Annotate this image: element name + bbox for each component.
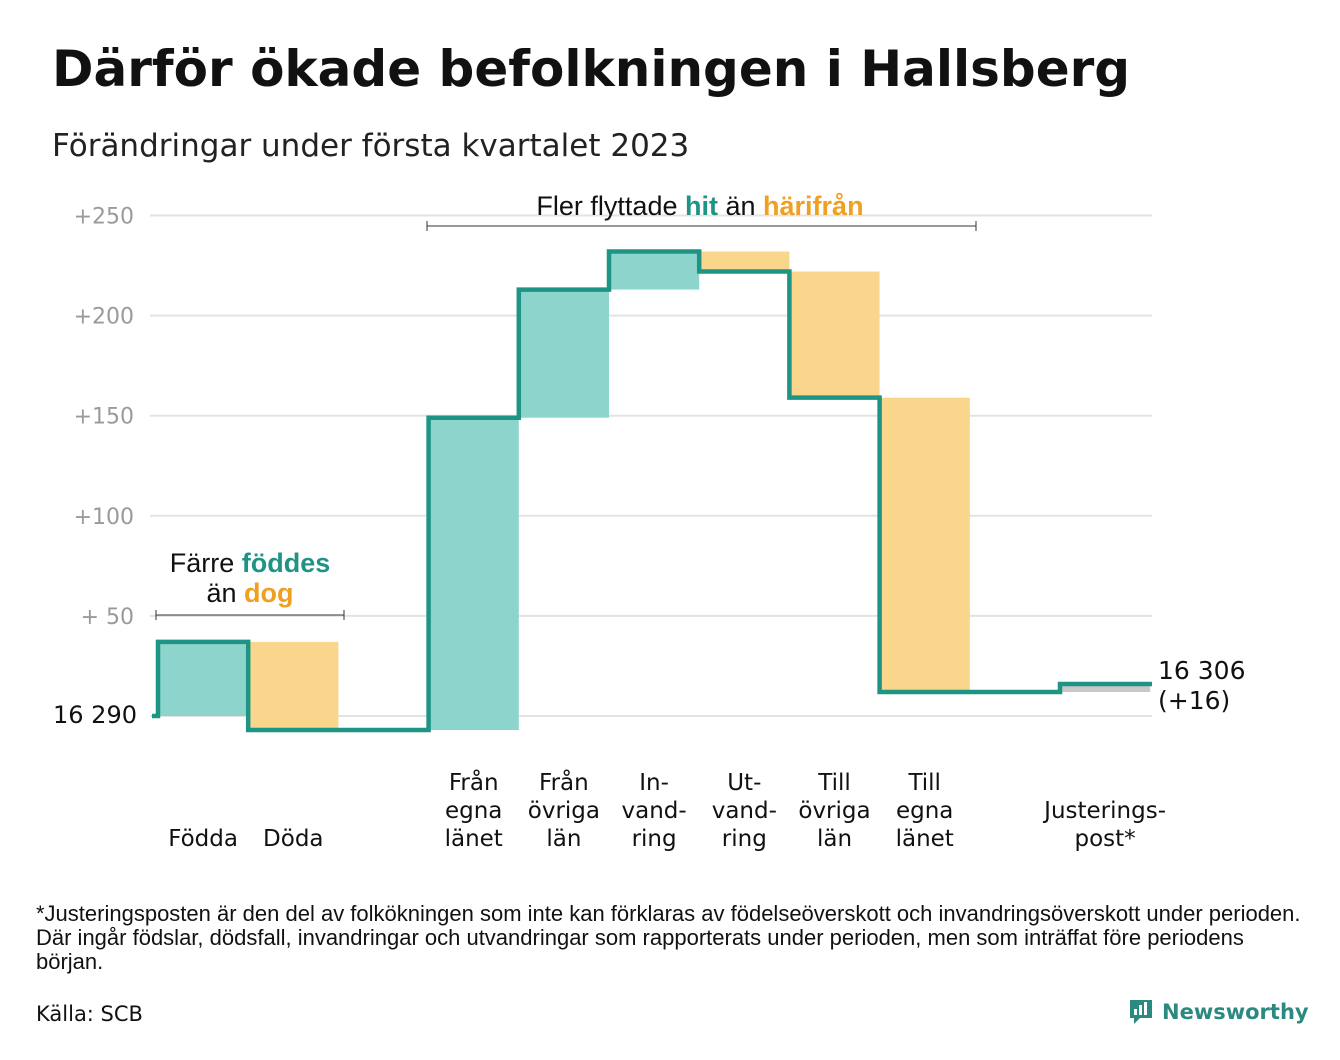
annotation-text: än (718, 191, 763, 221)
annotation-highlight-died: dog (244, 578, 293, 608)
end-value-label: 16 306 (1158, 656, 1245, 685)
category-label: Justerings- (1042, 798, 1166, 824)
bar (879, 397, 970, 692)
bar (789, 271, 880, 398)
annotation-highlight-born: föddes (242, 548, 331, 578)
bar (699, 251, 790, 272)
y-tick-label: +250 (74, 205, 134, 230)
bar (158, 641, 249, 716)
bar (428, 417, 519, 731)
end-change-label: (+16) (1158, 686, 1230, 715)
bar (248, 641, 339, 731)
category-label: län (817, 826, 852, 852)
category-label: post* (1075, 826, 1136, 852)
annotation-text: än (206, 578, 244, 608)
category-label: Ut- (727, 770, 761, 796)
start-value-label: 16 290 (53, 701, 137, 729)
gridlines (150, 214, 1152, 717)
category-label: egna (445, 798, 502, 824)
annotation-highlight-away: härifrån (763, 191, 864, 221)
category-label: Till (817, 770, 851, 796)
migration-annotation: Fler flyttade hit än härifrån (426, 191, 977, 231)
total-line (152, 249, 1152, 733)
newsworthy-logo-icon (1130, 1000, 1152, 1024)
category-label: Från (449, 768, 499, 796)
birth-death-annotation: Färre föddes än dog (155, 548, 345, 620)
brand-logo: Newsworthy (1128, 998, 1309, 1026)
annotation-highlight-here: hit (685, 191, 718, 221)
category-label: länet (896, 826, 954, 852)
y-tick-label: +200 (74, 305, 134, 330)
y-tick-label: +100 (74, 505, 134, 530)
category-label: övriga (528, 798, 600, 824)
source-note: Källa: SCB (36, 1002, 143, 1026)
category-label: In- (639, 770, 669, 796)
y-axis-ticks: + 50 +100 +150 +200 +250 (74, 205, 134, 630)
category-label: Till (907, 770, 941, 796)
category-label: ring (722, 826, 767, 852)
category-labels: Födda DödaFrånegnalänetFrånövrigalänIn-va… (168, 768, 1166, 852)
footnote: *Justeringsposten är den del av folkökni… (36, 901, 1301, 974)
bar (609, 251, 700, 290)
svg-text:Fler flyttade hit än härifrån: Fler flyttade hit än härifrån (536, 191, 863, 221)
svg-text:Färre föddes: Färre föddes (170, 548, 331, 578)
svg-text:än dog: än dog (206, 578, 293, 608)
bar (1060, 683, 1151, 692)
bar (518, 289, 609, 418)
y-tick-label: +150 (74, 405, 134, 430)
category-label: vand- (712, 798, 777, 824)
category-label: Döda (263, 826, 323, 852)
waterfall-chart: + 50+100+150+200+250 Födda DödaFrånegnalä… (53, 191, 1245, 852)
category-label: Födda (168, 826, 238, 852)
category-label: länet (445, 826, 503, 852)
category-label: övriga (798, 798, 870, 824)
y-tick-label: + 50 (81, 605, 134, 630)
chart-subtitle: Förändringar under första kvartalet 2023 (52, 128, 690, 164)
category-label: vand- (622, 798, 687, 824)
category-label: egna (896, 798, 953, 824)
bars (158, 251, 1151, 731)
chart-title: Därför ökade befolkningen i Hallsberg (52, 40, 1131, 98)
category-label: Från (539, 768, 589, 796)
category-label: län (546, 826, 581, 852)
annotation-text: Färre (170, 548, 242, 578)
running-total-line (152, 249, 1152, 733)
brand-name: Newsworthy (1162, 1000, 1309, 1024)
annotation-text: Fler flyttade (536, 191, 685, 221)
category-label: ring (632, 826, 677, 852)
